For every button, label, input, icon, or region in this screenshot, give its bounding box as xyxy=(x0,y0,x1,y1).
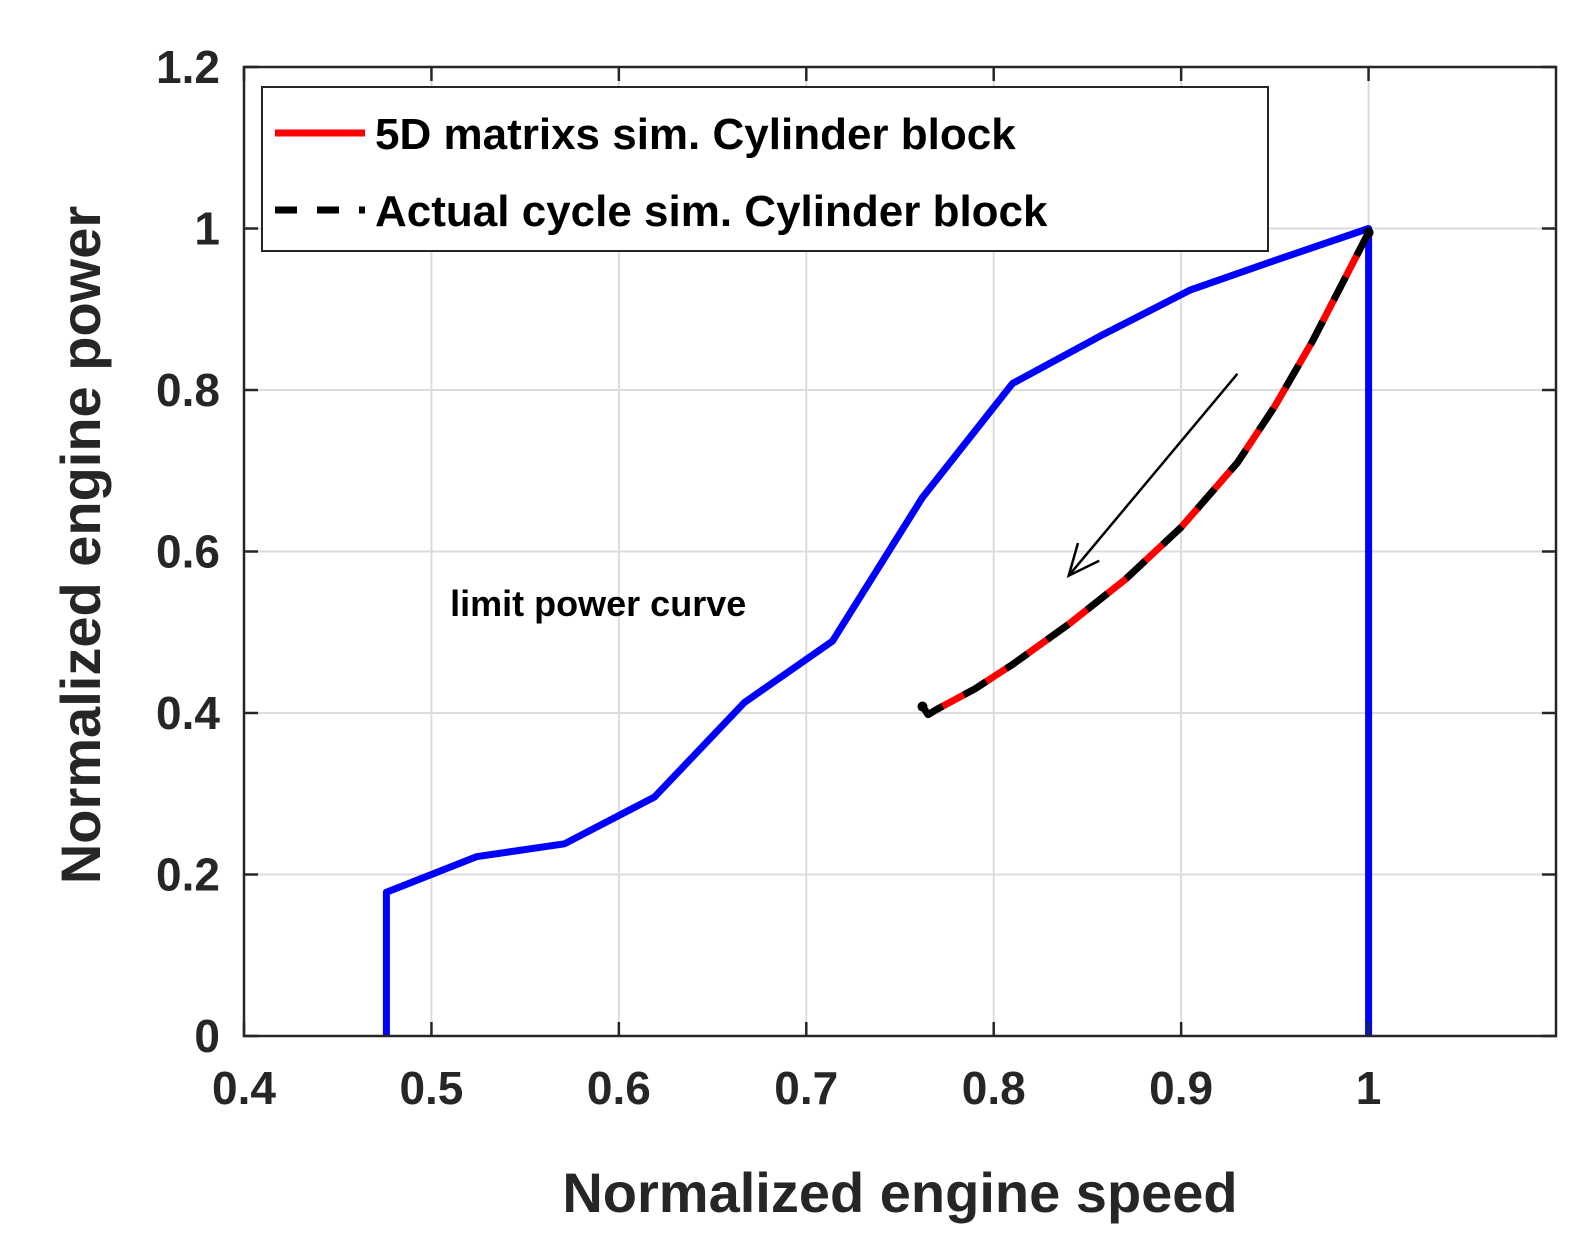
arrow-head-0 xyxy=(1066,542,1100,579)
arrow-shaft-0 xyxy=(1067,373,1239,577)
x-tick-label-5: 0.9 xyxy=(1149,1062,1213,1114)
x-tick-label-4: 0.8 xyxy=(962,1062,1026,1114)
x-axis-label: Normalized engine speed xyxy=(562,1161,1237,1224)
legend-box xyxy=(261,86,1269,252)
series-end-marker-start xyxy=(917,701,928,712)
x-tick-label-3: 0.7 xyxy=(774,1062,838,1114)
legend-label-actual-cycle: Actual cycle sim. Cylinder block xyxy=(375,187,1048,236)
x-tick-label-2: 0.6 xyxy=(587,1062,651,1114)
legend: 5D matrixs sim. Cylinder block Actual cy… xyxy=(261,86,1269,252)
y-tick-label-1: 0.2 xyxy=(156,849,220,901)
y-tick-label-0: 0 xyxy=(194,1010,220,1062)
y-tick-label-6: 1.2 xyxy=(156,41,220,93)
annotation-layer: limit power curve xyxy=(450,373,1239,624)
axes-layer: 0.4 0.5 0.6 0.7 0.8 0.9 1 0 0.2 0.4 0.6 0.8 1 1.2 xyxy=(156,41,1558,1114)
annotation-text-0: limit power curve xyxy=(450,583,746,624)
series-line-actual-cycle-sim-cylinder-block xyxy=(919,230,1372,719)
x-tick-label-6: 1 xyxy=(1356,1062,1382,1114)
series-layer xyxy=(382,225,1374,1036)
series-line-limit-power-curve xyxy=(382,225,1373,1036)
x-tick-label-1: 0.5 xyxy=(399,1062,463,1114)
series-end-marker-end xyxy=(1363,227,1374,238)
y-axis-label: Normalized engine power xyxy=(49,206,112,884)
x-tick-label-0: 0.4 xyxy=(212,1062,276,1114)
y-tick-label-4: 0.8 xyxy=(156,364,220,416)
y-tick-label-3: 0.6 xyxy=(156,526,220,578)
y-tick-label-5: 1 xyxy=(194,203,220,255)
y-tick-label-2: 0.4 xyxy=(156,687,220,739)
legend-label-5d-matrixs: 5D matrixs sim. Cylinder block xyxy=(375,110,1016,159)
